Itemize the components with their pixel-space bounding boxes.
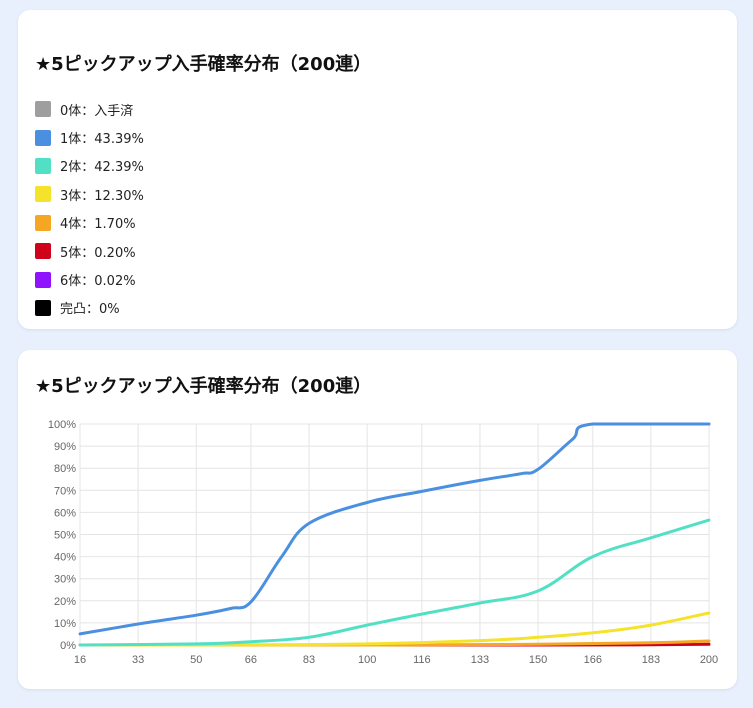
y-tick-label: 0%	[60, 640, 76, 652]
legend-item: 3体：12.30%	[35, 180, 144, 208]
x-tick-label: 33	[132, 654, 144, 666]
y-tick-label: 30%	[54, 574, 76, 586]
x-tick-label: 166	[584, 654, 602, 666]
legend-label: 2体：42.39%	[60, 160, 144, 176]
legend-swatch	[35, 299, 51, 316]
series-line	[78, 611, 711, 647]
legend-item: 2体：42.39%	[35, 152, 144, 180]
x-tick-label: 66	[245, 654, 257, 666]
chart-card-title: ★5ピックアップ入手確率分布（200連）	[35, 376, 372, 397]
y-tick-label: 60%	[54, 507, 76, 519]
x-tick-label: 116	[413, 654, 431, 666]
x-tick-label: 200	[700, 654, 718, 666]
legend-swatch	[35, 186, 51, 203]
y-tick-label: 50%	[54, 530, 76, 542]
legend-swatch	[35, 243, 51, 260]
series-line	[78, 422, 711, 636]
legend-label: 5体：0.20%	[60, 245, 136, 261]
legend-list: 0体：入手済 1体：43.39% 2体：42.39% 3体：12.30% 4体：1.70…	[35, 95, 144, 322]
legend-card-title: ★5ピックアップ入手確率分布（200連）	[35, 54, 372, 75]
y-tick-label: 10%	[54, 618, 76, 630]
legend-item: 完凸：0%	[35, 294, 144, 322]
x-tick-label: 133	[471, 654, 489, 666]
legend-label: 0体：入手済	[60, 103, 134, 119]
x-tick-label: 50	[190, 654, 202, 666]
y-tick-label: 40%	[54, 552, 76, 564]
legend-label: 完凸：0%	[60, 302, 120, 318]
chart-card: ★5ピックアップ入手確率分布（200連） 0% 10% 20% 30% 40% 50% 60…	[18, 350, 737, 689]
legend-swatch	[35, 101, 51, 118]
x-tick-label: 183	[642, 654, 660, 666]
legend-label: 3体：12.30%	[60, 188, 144, 204]
legend-item: 6体：0.02%	[35, 265, 144, 293]
legend-card: ★5ピックアップ入手確率分布（200連） 0体：入手済 1体：43.39% 2体：4…	[18, 10, 737, 329]
legend-item: 0体：入手済	[35, 95, 144, 123]
legend-item: 5体：0.20%	[35, 237, 144, 265]
x-tick-label: 100	[358, 654, 376, 666]
y-tick-label: 70%	[54, 485, 76, 497]
series-line	[78, 518, 711, 647]
y-tick-label: 90%	[54, 441, 76, 453]
y-tick-label: 80%	[54, 463, 76, 475]
legend-swatch	[35, 271, 51, 288]
line-chart: 0% 10% 20% 30% 40% 50% 60% 70% 80% 90% 100% 16 33 50 6…	[48, 419, 718, 666]
legend-item: 4体：1.70%	[35, 209, 144, 237]
legend-label: 1体：43.39%	[60, 132, 144, 148]
legend-swatch	[35, 157, 51, 174]
legend-swatch	[35, 129, 51, 146]
y-tick-label: 100%	[48, 419, 76, 431]
x-tick-label: 150	[529, 654, 547, 666]
x-tick-label: 16	[74, 654, 86, 666]
legend-label: 6体：0.02%	[60, 274, 136, 290]
y-tick-label: 20%	[54, 596, 76, 608]
legend-label: 4体：1.70%	[60, 217, 136, 233]
legend-item: 1体：43.39%	[35, 123, 144, 151]
x-tick-label: 83	[303, 654, 315, 666]
legend-swatch	[35, 214, 51, 231]
